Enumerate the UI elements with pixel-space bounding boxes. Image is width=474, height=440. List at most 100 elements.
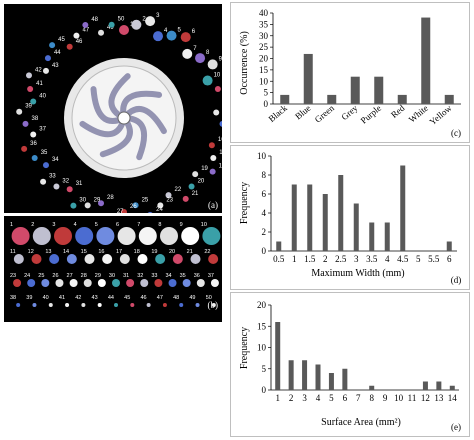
particle-number: 6 — [192, 29, 196, 35]
gallery-particle — [81, 303, 86, 307]
gallery-number: 3 — [52, 222, 55, 228]
gallery-number: 36 — [194, 273, 200, 279]
x-tick-label: 5 — [416, 254, 421, 264]
gallery-particle — [114, 303, 118, 307]
gallery-particle — [182, 279, 191, 287]
particle-number: 50 — [118, 17, 125, 23]
gallery-particle — [41, 279, 50, 287]
gallery-particle — [140, 279, 149, 287]
bar-green — [327, 94, 337, 104]
gallery-particle — [48, 303, 53, 307]
y-tick-label: 8 — [262, 170, 267, 180]
particle-number: 16 — [218, 137, 222, 143]
gallery-number: 25 — [38, 273, 44, 279]
chart-d-ylabel: Frequency — [239, 182, 250, 224]
gallery-particle — [138, 227, 157, 245]
particle — [42, 162, 49, 169]
gallery-number: 42 — [75, 295, 81, 301]
particle-number: 28 — [107, 195, 114, 201]
x-tick-label: 6 — [447, 254, 452, 264]
gallery-number: 46 — [140, 295, 146, 301]
gallery-number: 17 — [116, 249, 122, 255]
gallery-number: 43 — [92, 295, 98, 301]
x-tick-label: 1.5 — [304, 254, 316, 264]
particle — [192, 171, 199, 178]
gallery-number: 49 — [189, 295, 195, 301]
gallery-particle — [16, 303, 21, 307]
particle — [214, 85, 221, 92]
bar-grey — [350, 76, 360, 104]
x-tick-label: 4 — [385, 254, 390, 264]
bar-14 — [449, 385, 455, 390]
gallery-particle — [11, 227, 30, 245]
particle — [219, 120, 222, 127]
y-tick-label: 25 — [259, 42, 269, 52]
bar-3-5 — [369, 222, 375, 251]
gallery-particle — [75, 227, 94, 245]
x-tick-label: Blue — [293, 103, 312, 122]
gallery-particle — [210, 279, 219, 287]
chart-c-ylabel: Occurrence (%) — [239, 31, 250, 95]
y-tick-label: 35 — [259, 19, 269, 29]
chart-e-xlabel: Surface Area (mm²) — [321, 417, 401, 428]
particle-number: 42 — [35, 67, 42, 73]
particle-number: 20 — [198, 179, 205, 185]
x-tick-label: Yellow — [428, 103, 454, 127]
particle-number: 36 — [30, 141, 37, 147]
particle — [145, 16, 156, 27]
y-tick-label: 0 — [262, 385, 267, 395]
x-tick-label: 4 — [316, 393, 321, 403]
particle-number: 44 — [54, 50, 61, 56]
y-tick-label: 10 — [259, 76, 269, 86]
gallery-number: 15 — [81, 249, 87, 255]
particle — [202, 75, 213, 86]
y-tick-label: 2 — [262, 227, 267, 237]
y-tick-label: 30 — [259, 31, 269, 41]
gallery-number: 18 — [134, 249, 140, 255]
gallery-number: 22 — [204, 249, 210, 255]
bar-5 — [328, 373, 334, 390]
gallery-number: 4 — [74, 222, 77, 228]
particle-number: 39 — [25, 104, 32, 110]
particle — [53, 183, 60, 190]
x-tick-label: 8 — [369, 393, 374, 403]
y-tick-label: 5 — [262, 364, 267, 374]
gallery-number: 33 — [151, 273, 157, 279]
x-tick-label: 2 — [289, 393, 294, 403]
gallery-particle — [162, 303, 167, 307]
gallery-number: 11 — [10, 249, 16, 255]
x-tick-label: 7 — [356, 393, 361, 403]
particle — [147, 211, 153, 213]
particle — [98, 29, 105, 36]
y-tick-label: 40 — [259, 8, 269, 18]
filter-center — [117, 111, 131, 125]
y-tick-label: 6 — [262, 189, 267, 199]
chart-d-panel-label: (d) — [451, 275, 462, 285]
gallery-number: 28 — [81, 273, 87, 279]
gallery-particle — [69, 279, 78, 287]
chart-c-panel-label: (c) — [451, 128, 461, 138]
particle-number: 37 — [39, 126, 46, 132]
particle — [44, 55, 51, 62]
gallery-particle — [97, 303, 102, 307]
particle-number: 32 — [62, 179, 69, 185]
gallery-number: 32 — [137, 273, 143, 279]
particle-filter-image: 1234567891011121314151617181920212223242… — [16, 13, 222, 213]
bar-blue — [303, 53, 313, 104]
bar-13 — [436, 381, 442, 390]
particle — [42, 67, 49, 74]
x-tick-label: 13 — [434, 393, 444, 403]
y-tick-label: 0 — [264, 99, 269, 109]
gallery-particle — [211, 303, 216, 307]
gallery-particle — [55, 279, 64, 287]
x-tick-label: 3.5 — [366, 254, 378, 264]
particle-number: 24 — [156, 207, 163, 213]
gallery-particle — [195, 303, 200, 307]
x-tick-label: 14 — [448, 393, 458, 403]
color-occurrence-chart: Occurrence (%) (c) 0 5 10 15 20 25 30 35 40 Black… — [230, 2, 470, 143]
chart-e-ylabel: Frequency — [239, 327, 250, 369]
gallery-particle — [65, 303, 70, 307]
particle-number: 33 — [49, 174, 56, 180]
particle — [165, 192, 172, 199]
particle-number: 45 — [58, 37, 65, 43]
